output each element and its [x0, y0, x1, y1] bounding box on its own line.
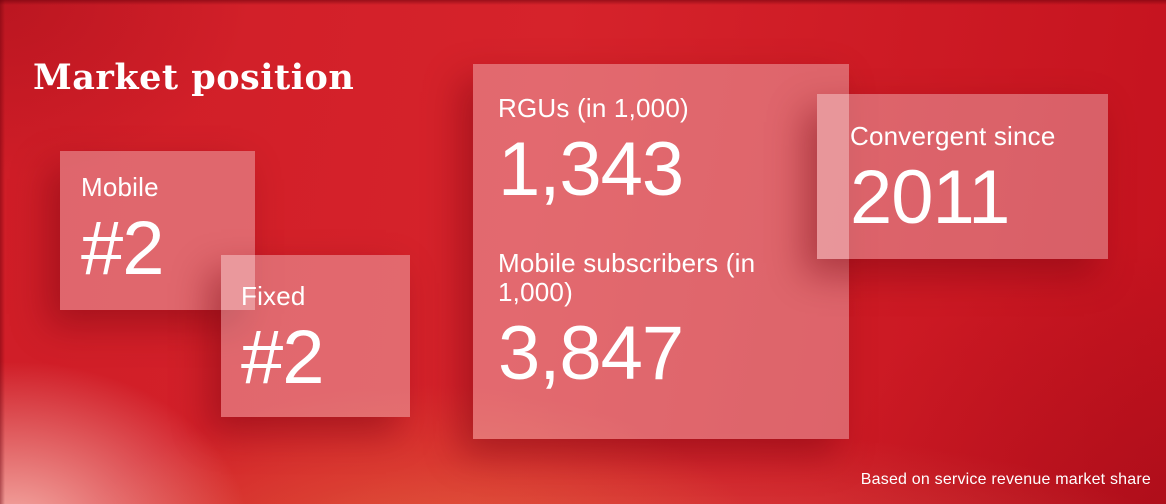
- mobile-subscribers-label: Mobile subscribers (in 1,000): [498, 247, 756, 307]
- rgus-value: 1,343: [498, 127, 684, 213]
- fixed-rank-card: Fixed #2: [221, 255, 410, 417]
- kpi-card: RGUs (in 1,000) 1,343 Mobile subscribers…: [473, 64, 849, 439]
- mobile-subscribers-stat: Mobile subscribers (in 1,000) 3,847: [498, 247, 849, 396]
- mobile-rank-label: Mobile: [81, 172, 159, 202]
- convergent-label: Convergent since: [850, 121, 1056, 151]
- fixed-rank-value: #2: [241, 315, 325, 401]
- rgus-label: RGUs (in 1,000): [498, 93, 689, 123]
- mobile-rank-card: Mobile #2: [60, 151, 255, 310]
- page-title: Market position: [33, 57, 355, 99]
- convergent-value: 2011: [850, 155, 1010, 241]
- mobile-rank-value: #2: [81, 206, 165, 292]
- rgus-stat: RGUs (in 1,000) 1,343: [498, 93, 849, 213]
- fixed-rank-label: Fixed: [241, 281, 306, 311]
- convergent-card: Convergent since 2011: [817, 94, 1108, 259]
- footnote: Based on service revenue market share: [860, 471, 1151, 488]
- mobile-subscribers-value: 3,847: [498, 310, 684, 396]
